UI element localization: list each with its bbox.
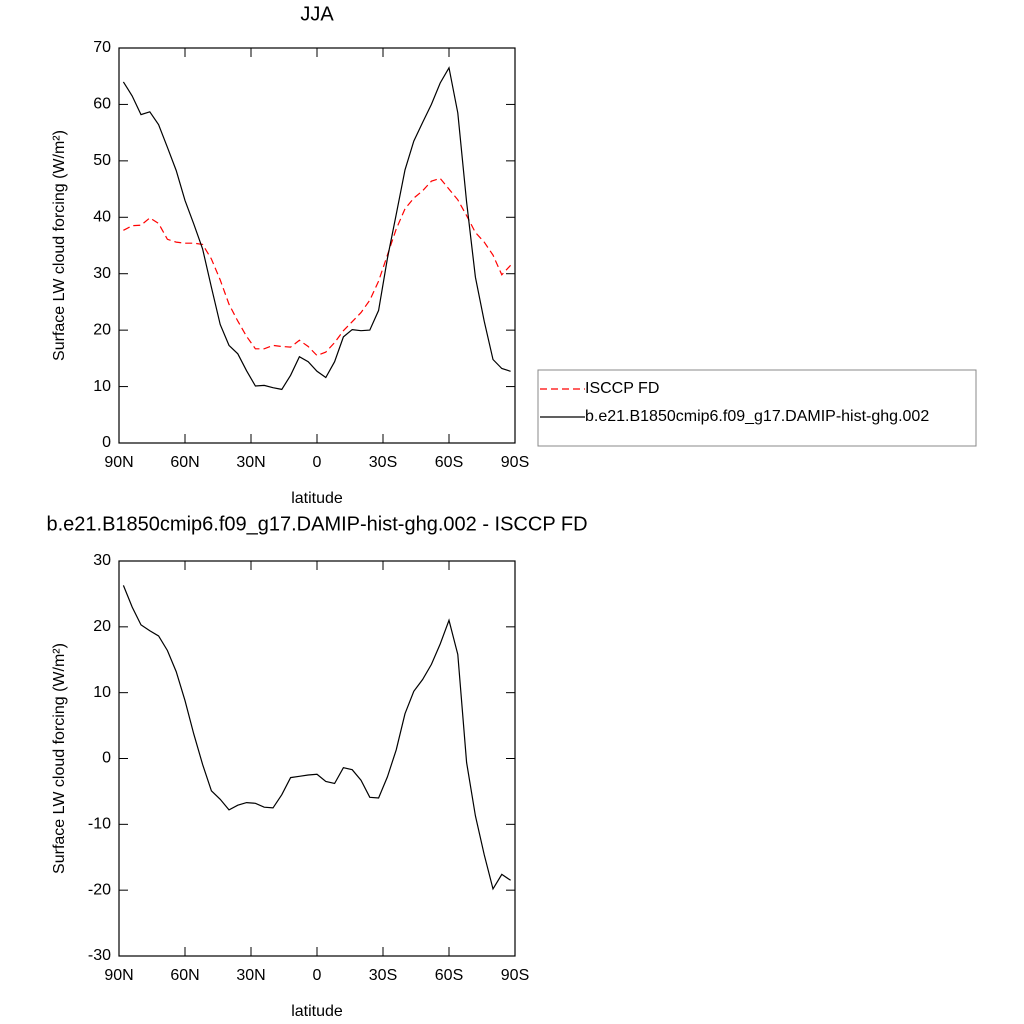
x-tick-label: 90N (104, 967, 133, 984)
x-tick-label: 60S (435, 454, 463, 471)
y-tick-label: 0 (102, 750, 111, 767)
x-tick-label: 90S (501, 454, 529, 471)
y-tick-label: -20 (88, 881, 111, 898)
y-tick-label: 20 (93, 321, 111, 338)
x-tick-label: 90S (501, 967, 529, 984)
y-tick-label: 70 (93, 39, 111, 56)
x-tick-label: 60N (170, 454, 199, 471)
x-tick-label: 30N (236, 454, 265, 471)
y-tick-label: 10 (93, 378, 111, 395)
data-line (122, 585, 511, 891)
chart-title: JJA (300, 3, 334, 25)
legend-label: b.e21.B1850cmip6.f09_g17.DAMIP-hist-ghg.… (585, 408, 929, 425)
y-axis-label: Surface LW cloud forcing (W/m²) (51, 130, 68, 361)
y-tick-label: 10 (93, 684, 111, 701)
x-axis-label: latitude (291, 1003, 343, 1020)
x-tick-label: 30S (369, 454, 397, 471)
y-tick-label: 0 (102, 434, 111, 451)
data-line (122, 66, 511, 391)
legend-label: ISCCP FD (585, 380, 659, 397)
chart-title: b.e21.B1850cmip6.f09_g17.DAMIP-hist-ghg.… (46, 513, 587, 535)
x-axis-label: latitude (291, 490, 343, 507)
y-tick-label: 50 (93, 152, 111, 169)
y-tick-label: 30 (93, 552, 111, 569)
x-tick-label: 30N (236, 967, 265, 984)
x-tick-label: 90N (104, 454, 133, 471)
y-tick-label: 40 (93, 209, 111, 226)
legend-box (537, 369, 977, 447)
x-tick-label: 60S (435, 967, 463, 984)
plot-frame (118, 47, 516, 444)
x-tick-label: 30S (369, 967, 397, 984)
y-tick-label: -10 (88, 816, 111, 833)
plot-frame (118, 560, 516, 957)
y-tick-label: 30 (93, 265, 111, 282)
data-line (123, 177, 512, 357)
y-tick-label: 60 (93, 96, 111, 113)
x-tick-label: 0 (313, 454, 322, 471)
y-tick-label: 20 (93, 618, 111, 635)
x-tick-label: 0 (313, 967, 322, 984)
y-tick-label: -30 (88, 947, 111, 964)
y-axis-label: Surface LW cloud forcing (W/m²) (51, 643, 68, 874)
x-tick-label: 60N (170, 967, 199, 984)
